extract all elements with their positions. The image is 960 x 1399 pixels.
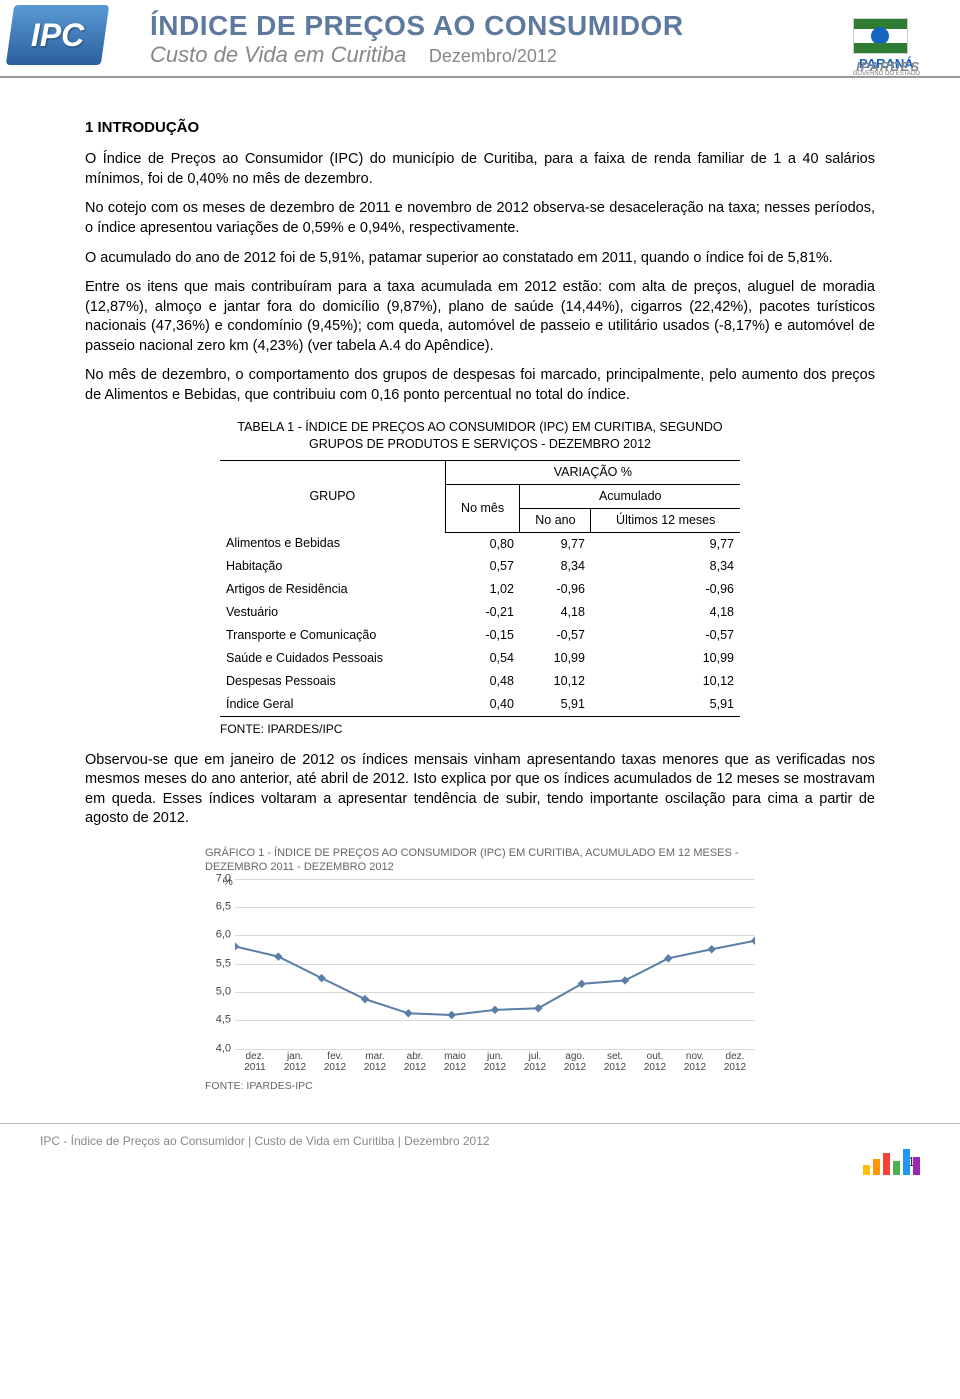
- chart-x-tick: nov.2012: [675, 1051, 715, 1073]
- chart-x-tick: fev.2012: [315, 1051, 355, 1073]
- table-cell: Despesas Pessoais: [220, 670, 445, 693]
- chart-x-tick: abr.2012: [395, 1051, 435, 1073]
- header-titles: ÍNDICE DE PREÇOS AO CONSUMIDOR Custo de …: [150, 10, 920, 68]
- chart-x-tick: dez.2012: [715, 1051, 755, 1073]
- chart-x-tick: jul.2012: [515, 1051, 555, 1073]
- table-cell: 10,12: [520, 670, 591, 693]
- footer-text: IPC - Índice de Preços ao Consumidor | C…: [40, 1134, 490, 1148]
- table-cell: Artigos de Residência: [220, 578, 445, 601]
- table-cell: 9,77: [591, 532, 740, 555]
- chart-x-axis: dez.2011jan.2012fev.2012mar.2012abr.2012…: [235, 1051, 755, 1073]
- header-subtitle-row: Custo de Vida em Curitiba Dezembro/2012: [150, 42, 920, 68]
- table-cell: -0,21: [445, 601, 520, 624]
- chart-x-tick: ago.2012: [555, 1051, 595, 1073]
- chart-x-tick: mar.2012: [355, 1051, 395, 1073]
- table-cell: 10,12: [591, 670, 740, 693]
- table-cell: Índice Geral: [220, 693, 445, 716]
- data-table: GRUPO VARIAÇÃO % No mês Acumulado No ano…: [220, 460, 740, 717]
- page-number: 1: [40, 1154, 915, 1169]
- th-nomes: No mês: [445, 484, 520, 532]
- table-cell: -0,57: [591, 624, 740, 647]
- chart-y-tick: 7,0: [216, 871, 231, 886]
- chart-x-tick: maio2012: [435, 1051, 475, 1073]
- table-title: TABELA 1 - ÍNDICE DE PREÇOS AO CONSUMIDO…: [220, 419, 740, 452]
- chart-x-tick: out.2012: [635, 1051, 675, 1073]
- table-cell: Alimentos e Bebidas: [220, 532, 445, 555]
- table-cell: Saúde e Cuidados Pessoais: [220, 647, 445, 670]
- table-cell: 0,40: [445, 693, 520, 716]
- table-cell: 4,18: [591, 601, 740, 624]
- paragraph-5: No mês de dezembro, o comportamento dos …: [85, 366, 875, 405]
- th-12meses: Últimos 12 meses: [591, 508, 740, 532]
- table-cell: 1,02: [445, 578, 520, 601]
- section-title: 1 INTRODUÇÃO: [85, 118, 875, 138]
- table-cell: 10,99: [520, 647, 591, 670]
- chart-y-tick: 4,5: [216, 1013, 231, 1028]
- chart-y-tick: 5,5: [216, 956, 231, 971]
- table-cell: Transporte e Comunicação: [220, 624, 445, 647]
- table-cell: -0,96: [520, 578, 591, 601]
- chart-y-tick: 5,0: [216, 984, 231, 999]
- table-row: Alimentos e Bebidas0,809,779,77: [220, 532, 740, 555]
- header-subtitle: Custo de Vida em Curitiba: [150, 42, 406, 67]
- table-1: TABELA 1 - ÍNDICE DE PREÇOS AO CONSUMIDO…: [220, 419, 740, 736]
- table-cell: 8,34: [520, 555, 591, 578]
- header-title: ÍNDICE DE PREÇOS AO CONSUMIDOR: [150, 10, 920, 42]
- paragraph-6: Observou-se que em janeiro de 2012 os ín…: [85, 751, 875, 829]
- table-cell: 8,34: [591, 555, 740, 578]
- table-cell: 0,57: [445, 555, 520, 578]
- chart-plot-area: % 7,06,56,05,55,04,54,0: [235, 879, 755, 1049]
- chart-x-tick: jan.2012: [275, 1051, 315, 1073]
- chart-fonte: FONTE: IPARDES-IPC: [205, 1079, 755, 1093]
- chart-y-tick: 6,0: [216, 928, 231, 943]
- chart-title: GRÁFICO 1 - ÍNDICE DE PREÇOS AO CONSUMID…: [205, 847, 755, 875]
- ipc-logo: IPC: [6, 5, 109, 65]
- ipardes-label: IPARDES: [856, 59, 920, 74]
- table-cell: 5,91: [520, 693, 591, 716]
- paragraph-4: Entre os itens que mais contribuíram par…: [85, 278, 875, 356]
- th-variacao: VARIAÇÃO %: [445, 460, 740, 484]
- table-row: Índice Geral0,405,915,91: [220, 693, 740, 716]
- ipc-logo-text: IPC: [31, 17, 84, 54]
- table-row: Saúde e Cuidados Pessoais0,5410,9910,99: [220, 647, 740, 670]
- chart-x-tick: set.2012: [595, 1051, 635, 1073]
- header-period: Dezembro/2012: [429, 46, 557, 66]
- table-cell: 0,80: [445, 532, 520, 555]
- table-row: Despesas Pessoais0,4810,1210,12: [220, 670, 740, 693]
- document-footer: IPC - Índice de Preços ao Consumidor | C…: [0, 1123, 960, 1185]
- table-row: Vestuário-0,214,184,18: [220, 601, 740, 624]
- table-cell: 4,18: [520, 601, 591, 624]
- th-grupo: GRUPO: [220, 460, 445, 532]
- table-cell: -0,57: [520, 624, 591, 647]
- table-row: Artigos de Residência1,02-0,96-0,96: [220, 578, 740, 601]
- table-cell: 0,48: [445, 670, 520, 693]
- paragraph-2: No cotejo com os meses de dezembro de 20…: [85, 199, 875, 238]
- chart-1: GRÁFICO 1 - ÍNDICE DE PREÇOS AO CONSUMID…: [205, 847, 755, 1093]
- chart-y-tick: 6,5: [216, 899, 231, 914]
- paragraph-1: O Índice de Preços ao Consumidor (IPC) d…: [85, 150, 875, 189]
- chart-y-tick: 4,0: [216, 1041, 231, 1056]
- table-cell: -0,15: [445, 624, 520, 647]
- table-cell: 0,54: [445, 647, 520, 670]
- table-cell: 9,77: [520, 532, 591, 555]
- document-header: IPC ÍNDICE DE PREÇOS AO CONSUMIDOR Custo…: [0, 0, 960, 78]
- table-cell: 10,99: [591, 647, 740, 670]
- chart-x-tick: jun.2012: [475, 1051, 515, 1073]
- footer-bars-icon: [863, 1149, 920, 1175]
- table-row: Transporte e Comunicação-0,15-0,57-0,57: [220, 624, 740, 647]
- document-body: 1 INTRODUÇÃO O Índice de Preços ao Consu…: [0, 78, 960, 1123]
- th-acumulado: Acumulado: [520, 484, 740, 508]
- table-cell: -0,96: [591, 578, 740, 601]
- table-row: Habitação0,578,348,34: [220, 555, 740, 578]
- paragraph-3: O acumulado do ano de 2012 foi de 5,91%,…: [85, 249, 875, 269]
- table-cell: Habitação: [220, 555, 445, 578]
- table-cell: 5,91: [591, 693, 740, 716]
- th-noano: No ano: [520, 508, 591, 532]
- table-cell: Vestuário: [220, 601, 445, 624]
- table-fonte: FONTE: IPARDES/IPC: [220, 721, 740, 737]
- chart-x-tick: dez.2011: [235, 1051, 275, 1073]
- parana-flag-icon: [853, 18, 908, 54]
